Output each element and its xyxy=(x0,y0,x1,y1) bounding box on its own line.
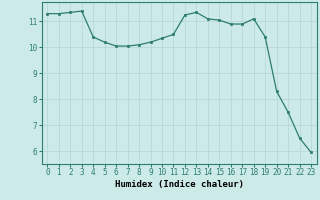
X-axis label: Humidex (Indice chaleur): Humidex (Indice chaleur) xyxy=(115,180,244,189)
